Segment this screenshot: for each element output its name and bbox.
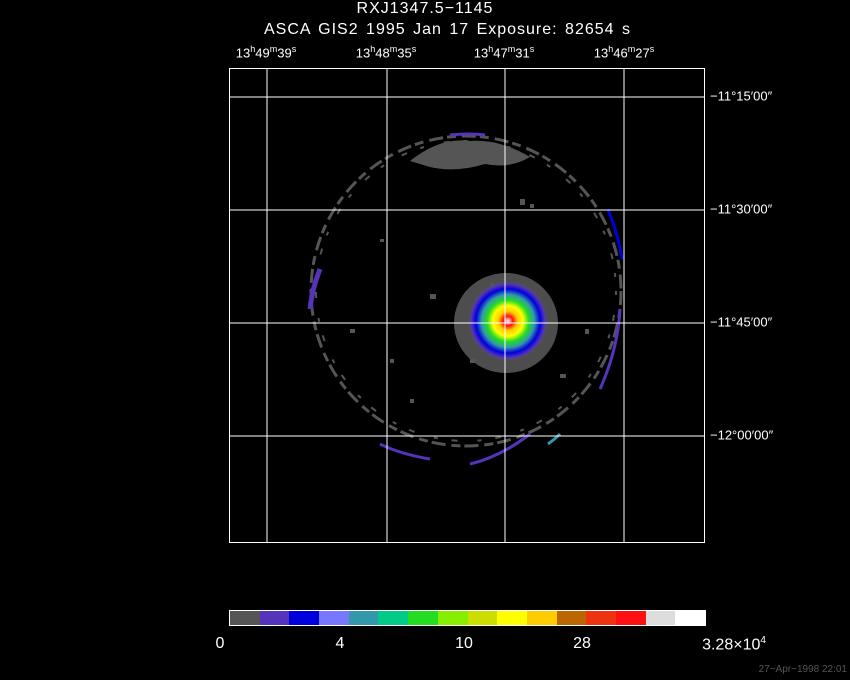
colorbar-swatch (645, 611, 676, 625)
colorbar-swatch (230, 611, 260, 625)
colorbar-swatch (259, 611, 290, 625)
colorbar-swatch (675, 611, 705, 625)
colorbar-swatch (586, 611, 616, 625)
ring-top-patch (410, 140, 530, 170)
dec-label-4: −12°00′00″ (710, 427, 774, 443)
image-title: RXJ1347.5−1145 (356, 0, 494, 17)
colorbar-swatch (556, 611, 587, 625)
colorbar-label-10: 10 (455, 635, 473, 652)
dec-label-3: −11°45′00″ (710, 314, 773, 330)
coordinate-grid (230, 69, 704, 542)
colorbar-swatch (289, 611, 320, 625)
ra-label-2: 13h48m35s (355, 44, 417, 61)
ring-edge-highlights (307, 132, 624, 466)
colorbar-swatch (348, 611, 379, 625)
colorbar-label-28: 28 (573, 635, 591, 652)
colorbar-swatch (319, 611, 349, 625)
colorbar-swatch (526, 611, 557, 625)
colorbar-swatch (497, 611, 527, 625)
image-subtitle: ASCA GIS2 1995 Jan 17 Exposure: 82654 s (264, 21, 631, 38)
dec-label-2: −11°30′00″ (710, 201, 773, 217)
colorbar-swatch (408, 611, 438, 625)
image-plot-frame (229, 68, 705, 543)
colorbar-label-0: 0 (215, 635, 225, 652)
colorbar-swatch (437, 611, 468, 625)
colorbar-swatch (467, 611, 498, 625)
colorbar-label-max: 3.28×104 (702, 635, 766, 654)
xray-source (454, 273, 558, 373)
colorbar-swatch (615, 611, 646, 625)
detector-ring (309, 134, 623, 448)
dec-label-1: −11°15′00″ (710, 88, 773, 104)
colorbar-swatch (378, 611, 409, 625)
ra-label-4: 13h46m27s (593, 44, 655, 61)
ra-label-1: 13h49m39s (235, 44, 297, 61)
ra-label-3: 13h47m31s (473, 44, 535, 61)
xray-image (230, 69, 704, 542)
colorbar-label-4: 4 (335, 635, 345, 652)
colorbar (229, 610, 706, 626)
timestamp: 27−Apr−1998 22:01 (758, 664, 847, 675)
